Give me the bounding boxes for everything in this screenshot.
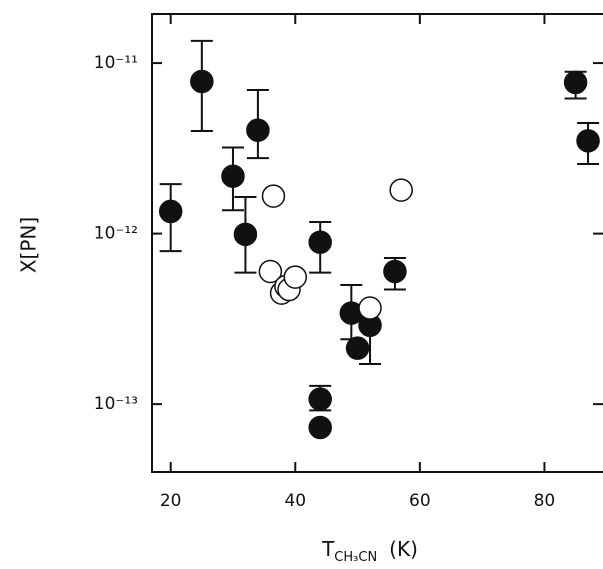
filled-point: [576, 129, 600, 153]
open-point: [261, 184, 286, 208]
y-tick-label: 10⁻¹¹: [94, 53, 138, 73]
x-axis-title: TCH₃CN (K): [321, 537, 418, 565]
filled-point: [233, 222, 258, 247]
y-tick-label: 10⁻¹²: [94, 224, 138, 244]
x-axis-title-unit: (K): [389, 537, 418, 561]
y-axis-title: X[PN]: [17, 217, 41, 273]
x-tick-label: 40: [284, 491, 306, 511]
filled-point: [246, 118, 270, 142]
x-tick-label: 80: [534, 491, 556, 511]
open-point: [283, 265, 308, 289]
y-tick-label: 10⁻¹³: [94, 394, 138, 414]
x-tick-label: 20: [160, 491, 182, 511]
open-point: [358, 296, 382, 320]
filled-point: [308, 230, 332, 254]
x-axis-title-sub: CH₃CN: [334, 550, 377, 565]
filled-point: [308, 387, 332, 411]
filled-point: [190, 69, 214, 94]
filled-point: [158, 199, 183, 224]
filled-point: [308, 415, 332, 440]
plot-frame: [151, 13, 603, 473]
open-point: [389, 178, 413, 202]
filled-point: [221, 164, 245, 188]
open-point: [258, 259, 283, 284]
filled-point: [345, 336, 370, 360]
filled-point: [563, 70, 588, 95]
x-tick-label: 60: [409, 491, 431, 511]
filled-point: [383, 259, 407, 284]
x-axis-title-main: T: [321, 537, 335, 561]
